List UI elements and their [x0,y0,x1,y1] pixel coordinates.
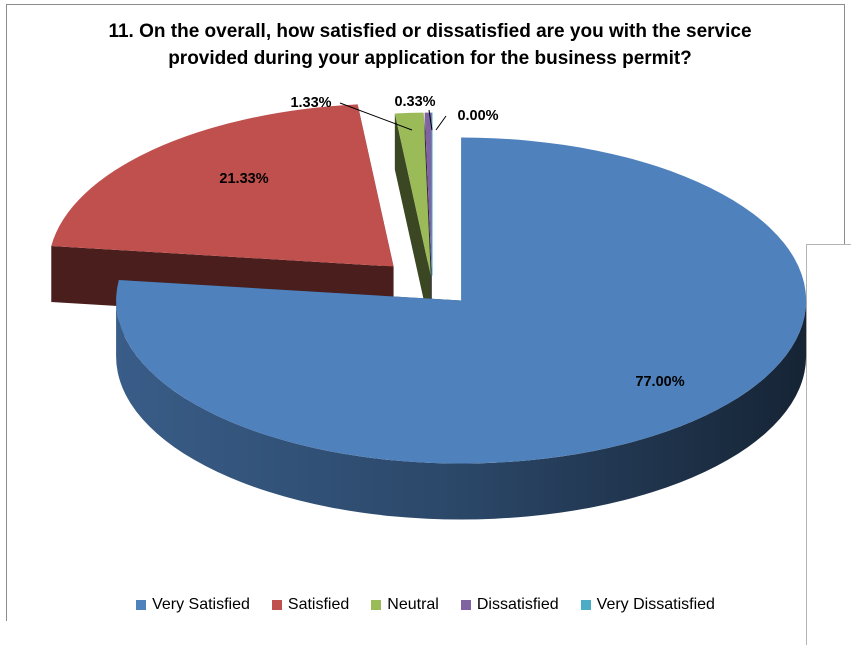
legend-swatch-dissatisfied [460,600,471,610]
pie-chart: 77.00% 21.33% 1.33% 0.33% 0.00% [51,94,807,520]
chart-title: 11. On the overall, how satisfied or dis… [60,18,800,72]
overlapping-panel [806,244,851,645]
pie-slice-dissatisfied [424,112,432,276]
legend-label-satisfied: Satisfied [287,596,350,613]
legend-swatch-very-dissatisfied [580,600,591,610]
legend-item-very-dissatisfied: Very Dissatisfied [580,596,715,614]
pie-slice-satisfied [51,104,394,267]
legend-item-dissatisfied: Dissatisfied [460,596,559,614]
pie-wall-neutral-0 [394,113,431,332]
chart-title-line-1: 11. On the overall, how satisfied or dis… [108,21,752,42]
pie-side-very-satisfied [116,300,807,520]
leader-line-very-dissatisfied [435,115,447,131]
data-label-dissatisfied: 0.33% [394,94,435,110]
legend-label-very-dissatisfied: Very Dissatisfied [596,596,715,613]
legend: Very Satisfied Satisfied Neutral Dissati… [0,596,851,614]
legend-swatch-satisfied [271,600,282,610]
legend-item-satisfied: Satisfied [271,596,350,614]
chart-title-line-2: provided during your application for the… [168,48,692,69]
leader-line-neutral [339,102,413,131]
leader-line-dissatisfied [428,109,433,131]
data-label-neutral: 1.33% [290,95,331,111]
data-label-very-dissatisfied: 0.00% [457,108,498,124]
legend-swatch-very-satisfied [136,600,147,610]
data-label-satisfied: 21.33% [219,171,268,187]
legend-label-dissatisfied: Dissatisfied [476,596,559,613]
legend-label-neutral: Neutral [387,596,439,613]
legend-item-neutral: Neutral [371,596,439,614]
legend-item-very-satisfied: Very Satisfied [136,596,250,614]
data-label-very-satisfied: 77.00% [635,374,684,390]
legend-swatch-neutral [371,600,382,610]
legend-label-very-satisfied: Very Satisfied [152,596,250,613]
pie-slice-neutral [394,112,431,276]
pie-slice-very-satisfied [116,137,807,464]
